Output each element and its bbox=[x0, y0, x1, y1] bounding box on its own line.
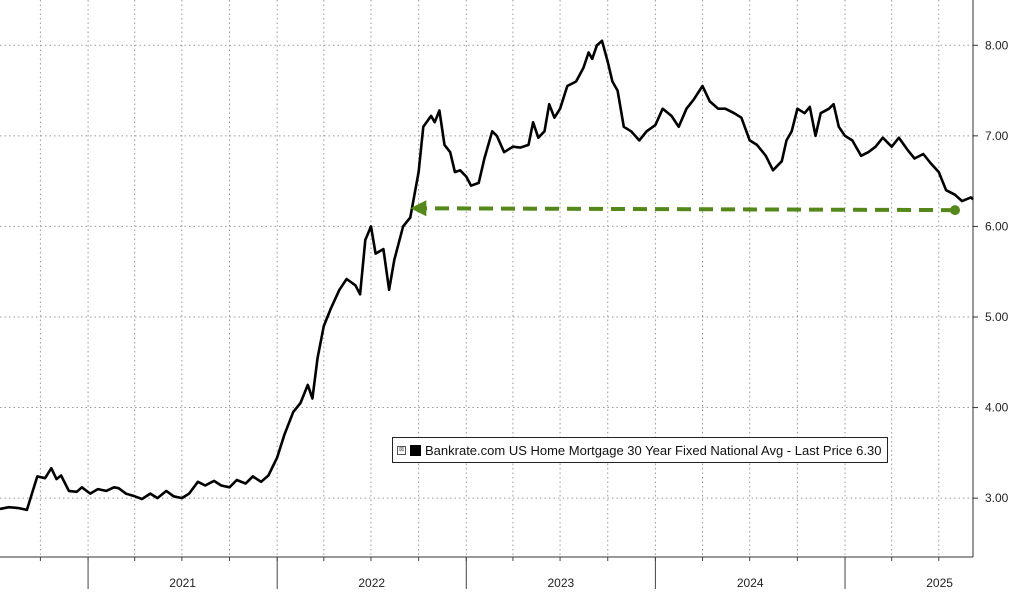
y-tick-label: 5.00 bbox=[985, 310, 1009, 324]
annotation-arrowhead-icon bbox=[410, 200, 427, 217]
series-line bbox=[0, 39, 974, 512]
x-tick-label: 2025 bbox=[926, 576, 953, 589]
y-tick-label: 6.00 bbox=[985, 219, 1009, 233]
x-tick-label: 2023 bbox=[547, 576, 574, 589]
annotation-layer bbox=[410, 200, 960, 217]
x-tick-label: 2021 bbox=[169, 576, 196, 589]
y-tick-label: 8.00 bbox=[985, 38, 1009, 52]
x-tick-label: 2024 bbox=[737, 576, 764, 589]
legend-label: Bankrate.com US Home Mortgage 30 Year Fi… bbox=[425, 442, 882, 458]
y-tick-label: 4.00 bbox=[985, 401, 1009, 415]
y-tick-label: 3.00 bbox=[985, 491, 1009, 505]
x-tick-label: 2022 bbox=[358, 576, 385, 589]
annotation-endpoint-marker bbox=[950, 205, 960, 216]
annotation-dashed-line bbox=[424, 206, 956, 213]
y-tick-label: 7.00 bbox=[985, 129, 1009, 143]
legend-toggle-icon[interactable]: ⊠ bbox=[397, 445, 406, 455]
grid-lines bbox=[0, 0, 973, 557]
legend[interactable]: ⊠ Bankrate.com US Home Mortgage 30 Year … bbox=[392, 437, 889, 463]
legend-swatch bbox=[410, 444, 421, 456]
series-layer bbox=[0, 39, 974, 512]
